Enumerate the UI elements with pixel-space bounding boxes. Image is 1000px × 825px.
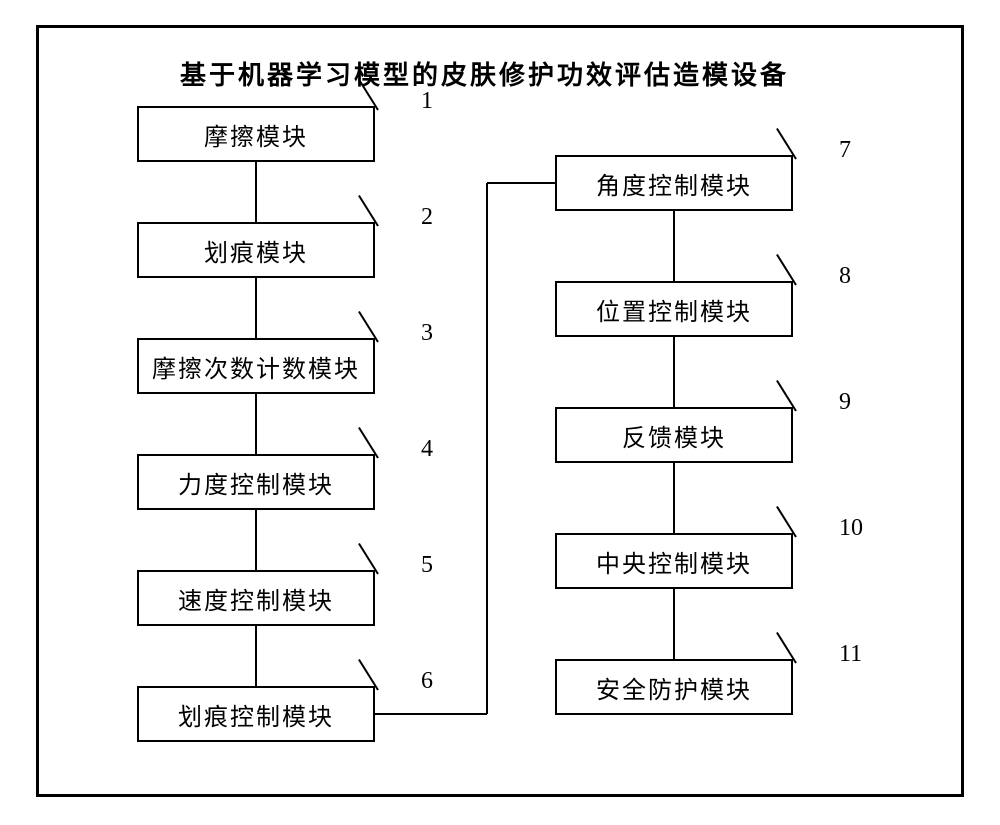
node-label: 安全防护模块 [596, 670, 752, 705]
node-number-n10: 10 [839, 515, 863, 542]
conn-left-3 [255, 510, 257, 570]
node-n7: 角度控制模块 [555, 155, 793, 211]
node-n4: 力度控制模块 [137, 454, 375, 510]
conn-left-1 [255, 278, 257, 338]
node-label: 角度控制模块 [596, 166, 752, 201]
node-number-n5: 5 [421, 552, 433, 579]
node-n8: 位置控制模块 [555, 281, 793, 337]
cross-v [486, 183, 488, 714]
node-n11: 安全防护模块 [555, 659, 793, 715]
cross-h-top [487, 182, 555, 184]
node-n10: 中央控制模块 [555, 533, 793, 589]
node-label: 速度控制模块 [178, 581, 334, 616]
conn-left-0 [255, 162, 257, 222]
node-n6: 划痕控制模块 [137, 686, 375, 742]
cross-h-bottom [375, 713, 487, 715]
node-n5: 速度控制模块 [137, 570, 375, 626]
node-number-n7: 7 [839, 137, 851, 164]
node-number-n1: 1 [421, 88, 433, 115]
node-n1: 摩擦模块 [137, 106, 375, 162]
node-number-n8: 8 [839, 263, 851, 290]
node-label: 位置控制模块 [596, 292, 752, 327]
conn-right-1 [673, 337, 675, 407]
node-n9: 反馈模块 [555, 407, 793, 463]
node-label: 中央控制模块 [596, 544, 752, 579]
node-label: 摩擦模块 [204, 117, 308, 152]
node-label: 力度控制模块 [178, 465, 334, 500]
node-n3: 摩擦次数计数模块 [137, 338, 375, 394]
node-label: 反馈模块 [622, 418, 726, 453]
diagram-title: 基于机器学习模型的皮肤修护功效评估造模设备 [180, 55, 789, 92]
conn-right-2 [673, 463, 675, 533]
node-number-n2: 2 [421, 204, 433, 231]
node-label: 划痕控制模块 [178, 697, 334, 732]
conn-right-0 [673, 211, 675, 281]
node-n2: 划痕模块 [137, 222, 375, 278]
conn-right-3 [673, 589, 675, 659]
node-number-n3: 3 [421, 320, 433, 347]
conn-left-4 [255, 626, 257, 686]
node-number-n4: 4 [421, 436, 433, 463]
node-number-n11: 11 [839, 641, 862, 668]
node-number-n9: 9 [839, 389, 851, 416]
node-label: 划痕模块 [204, 233, 308, 268]
node-number-n6: 6 [421, 668, 433, 695]
node-label: 摩擦次数计数模块 [152, 349, 360, 384]
conn-left-2 [255, 394, 257, 454]
